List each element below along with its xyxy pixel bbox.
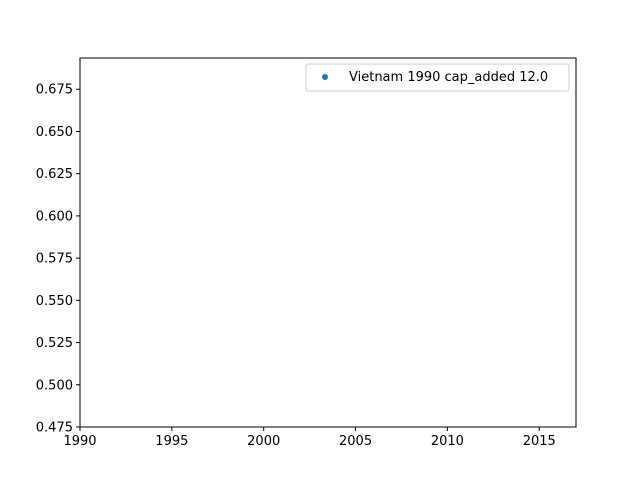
- legend-label: Vietnam 1990 cap_added 12.0: [349, 70, 548, 85]
- y-tick-label: 0.525: [36, 336, 73, 351]
- plot-area: [80, 58, 576, 427]
- y-tick-label: 0.575: [36, 252, 73, 267]
- x-tick-label: 2010: [431, 434, 464, 449]
- legend-box: [305, 63, 570, 92]
- x-tick-label: 2000: [247, 434, 280, 449]
- x-tick-label: 1990: [63, 434, 96, 449]
- legend-marker-icon: [322, 74, 328, 80]
- x-tick-label: 1995: [155, 434, 188, 449]
- x-tick-label: 2005: [339, 434, 372, 449]
- y-tick-label: 0.650: [36, 125, 73, 140]
- y-axis: 0.475 0.500 0.525 0.550 0.575 0.600 0.625 0.650…: [36, 83, 80, 436]
- y-tick-label: 0.625: [36, 167, 73, 182]
- y-tick-label: 0.500: [36, 378, 73, 393]
- plot-frame: [79, 57, 577, 428]
- legend: Vietnam 1990 cap_added 12.0: [305, 63, 570, 92]
- y-tick-label: 0.550: [36, 294, 73, 309]
- x-tick-label: 2015: [523, 434, 556, 449]
- y-tick-label: 0.675: [36, 83, 73, 98]
- y-tick-label: 0.600: [36, 209, 73, 224]
- y-tick-label: 0.475: [36, 421, 73, 436]
- x-axis: 1990 1995 2000 2005 2010 2015: [63, 427, 556, 449]
